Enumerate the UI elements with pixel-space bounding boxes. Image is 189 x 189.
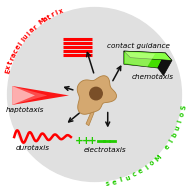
Text: M: M xyxy=(37,17,46,26)
Text: l: l xyxy=(20,37,26,43)
Text: s: s xyxy=(105,180,109,187)
Polygon shape xyxy=(77,76,116,114)
Polygon shape xyxy=(12,86,69,105)
Circle shape xyxy=(90,87,102,100)
Polygon shape xyxy=(158,53,172,76)
Text: l: l xyxy=(17,41,24,46)
Text: e: e xyxy=(14,44,22,51)
Text: E: E xyxy=(4,68,11,74)
Circle shape xyxy=(8,8,181,181)
Text: S: S xyxy=(180,104,187,110)
Text: c: c xyxy=(132,171,138,178)
Text: chemotaxis: chemotaxis xyxy=(131,74,173,80)
Polygon shape xyxy=(86,111,94,126)
Text: u: u xyxy=(125,174,131,181)
Polygon shape xyxy=(125,52,155,67)
Text: r: r xyxy=(9,56,15,62)
Text: +: + xyxy=(82,136,90,146)
Text: i: i xyxy=(55,10,59,16)
Text: l: l xyxy=(168,138,174,143)
Text: contact guidance: contact guidance xyxy=(107,43,170,49)
Text: x: x xyxy=(5,64,12,70)
Text: t: t xyxy=(46,14,52,20)
Text: e: e xyxy=(137,168,144,175)
Text: a: a xyxy=(42,16,49,23)
Text: +: + xyxy=(75,136,84,146)
Text: l: l xyxy=(119,177,123,184)
Text: l: l xyxy=(177,119,184,123)
Text: c: c xyxy=(12,48,19,54)
Text: a: a xyxy=(28,26,36,34)
Text: a: a xyxy=(10,52,18,58)
Text: +: + xyxy=(88,136,97,146)
Text: e: e xyxy=(164,143,171,150)
Text: o: o xyxy=(149,159,156,167)
Text: o: o xyxy=(179,111,186,117)
Text: u: u xyxy=(174,125,181,131)
Text: b: b xyxy=(171,131,179,138)
Polygon shape xyxy=(12,86,35,105)
Polygon shape xyxy=(12,86,47,105)
Text: r: r xyxy=(32,24,38,31)
Text: l: l xyxy=(26,31,32,36)
Text: haptotaxis: haptotaxis xyxy=(5,107,44,113)
Text: u: u xyxy=(22,33,30,40)
Polygon shape xyxy=(124,51,165,68)
Text: t: t xyxy=(7,60,14,65)
Text: durotaxis: durotaxis xyxy=(16,145,50,151)
Text: e: e xyxy=(111,179,117,186)
Text: x: x xyxy=(58,8,64,15)
Text: r: r xyxy=(50,12,56,18)
Text: M: M xyxy=(153,153,162,162)
Text: l: l xyxy=(144,164,150,170)
Text: electrotaxis: electrotaxis xyxy=(84,147,126,153)
Polygon shape xyxy=(124,51,172,60)
